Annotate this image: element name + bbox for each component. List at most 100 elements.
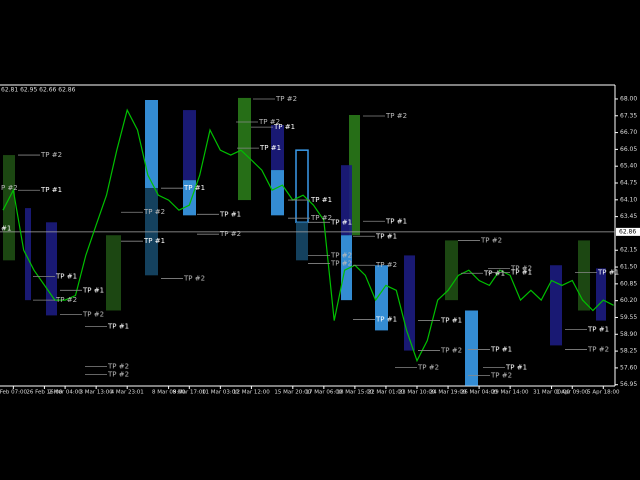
zone	[596, 268, 606, 321]
zone	[46, 222, 57, 316]
target-label: #1	[1, 224, 11, 232]
zone	[375, 265, 388, 331]
zone	[349, 114, 360, 236]
target-label: TP #1	[587, 325, 609, 333]
target-label: TP #1	[219, 210, 241, 218]
target-label: P #2	[1, 184, 18, 192]
target-label: TP #1	[375, 316, 397, 324]
y-tick-label: 66.70	[620, 129, 637, 136]
x-tick-label: 22 Mar 01:00	[368, 390, 405, 396]
target-label: TP #2	[55, 296, 77, 304]
x-tick-label: 12 Mar 12:00	[233, 390, 270, 396]
target-label: TP #1	[259, 144, 281, 152]
target-label: TP #2	[587, 346, 609, 354]
y-tick-label: 60.85	[620, 280, 637, 287]
target-label: TP #1	[55, 272, 77, 280]
x-tick-label: 23 Mar 10:00	[399, 390, 436, 396]
target-label: TP #2	[40, 151, 62, 159]
target-label: TP #2	[510, 264, 532, 272]
zone	[3, 155, 15, 261]
zone	[445, 240, 458, 301]
y-tick-label: 61.50	[620, 264, 637, 271]
last-price-box	[616, 227, 640, 236]
target-label: TP #2	[107, 363, 129, 371]
target-label: TP #2	[440, 347, 462, 355]
zone	[106, 235, 121, 311]
target-label: TP #1	[107, 323, 129, 331]
x-tick-label: 9 Mar 17:00	[173, 390, 207, 396]
target-label: TP #1	[183, 184, 205, 192]
target-label: TP #2	[183, 274, 205, 282]
target-label: TP #2	[275, 95, 297, 103]
zone	[183, 110, 196, 181]
zone	[271, 125, 284, 171]
y-tick-label: 63.45	[620, 213, 637, 220]
y-tick-label: 64.75	[620, 180, 637, 187]
zone	[404, 255, 415, 351]
target-label: TP #2	[417, 364, 439, 372]
x-tick-label: 4 Mar 23:01	[111, 390, 144, 396]
y-tick-label: 58.25	[620, 348, 637, 355]
x-tick-label: 8 Mar 08:00	[152, 390, 186, 396]
target-label: TP #1	[143, 237, 165, 245]
zone	[550, 265, 562, 346]
target-label: TP #1	[273, 123, 295, 131]
target-label: TP #2	[480, 236, 502, 244]
target-label: TP #2	[107, 371, 129, 379]
zone	[145, 99, 158, 189]
y-tick-label: 59.55	[620, 314, 637, 321]
x-tick-label: 18 Mar 15:00	[337, 390, 374, 396]
zone	[341, 235, 352, 301]
target-label: TP #1	[597, 268, 619, 276]
x-tick-label: 3 Mar 13:00	[80, 390, 114, 396]
y-tick-label: 68.00	[620, 95, 637, 102]
target-label: TP #2	[330, 251, 352, 259]
target-label: TP #1	[40, 186, 62, 194]
x-tick-label: 31 Mar 00:00	[533, 390, 570, 396]
target-label: TP #2	[385, 112, 407, 120]
target-label: TP #1	[505, 364, 527, 372]
y-tick-label: 67.35	[620, 112, 637, 119]
y-tick-label: 66.05	[620, 146, 637, 153]
x-tick-label: 29 Mar 14:00	[492, 390, 529, 396]
zone	[341, 165, 352, 236]
last-price-label: 62.86	[619, 228, 636, 235]
x-tick-label: 17 Mar 06:00	[305, 390, 342, 396]
target-label: TP #2	[143, 208, 165, 216]
zone	[578, 240, 590, 311]
target-label: TP #2	[219, 230, 241, 238]
x-tick-label: 26 Feb 16:00	[26, 390, 63, 396]
target-label: TP #1	[82, 286, 104, 294]
target-label: TP #1	[483, 269, 505, 277]
target-label: TP #2	[330, 259, 352, 267]
target-label: TP #1	[440, 317, 462, 325]
x-tick-label: 24 Mar 19:00	[430, 390, 467, 396]
x-tick-label: 1 Apr 09:00	[556, 390, 589, 396]
x-tick-label: 2 Mar 04:00	[48, 390, 82, 396]
x-tick-label: 11 Mar 03:00	[202, 390, 239, 396]
y-tick-label: 57.60	[620, 364, 637, 371]
zone	[25, 208, 31, 301]
y-tick-label: 65.40	[620, 163, 637, 170]
zone	[296, 222, 308, 261]
target-label: TP #2	[310, 214, 332, 222]
zone	[271, 170, 284, 216]
target-label: TP #2	[490, 372, 512, 380]
zone	[465, 310, 478, 386]
target-label: TP #1	[330, 218, 352, 226]
target-label: TP #2	[375, 261, 397, 269]
x-tick-label: 5 Apr 18:00	[587, 390, 620, 396]
y-tick-label: 64.10	[620, 196, 637, 203]
y-tick-label: 62.15	[620, 247, 637, 254]
y-tick-label: 56.95	[620, 381, 637, 388]
y-tick-label: 58.90	[620, 331, 637, 338]
y-tick-label: 60.20	[620, 297, 637, 304]
target-label: TP #1	[310, 196, 332, 204]
zone	[238, 97, 251, 201]
x-tick-label: Feb 07:00	[0, 390, 28, 396]
target-label: TP #1	[385, 217, 407, 225]
ohlc-header: 62.81 62.95 62.66 62.86	[1, 87, 76, 94]
